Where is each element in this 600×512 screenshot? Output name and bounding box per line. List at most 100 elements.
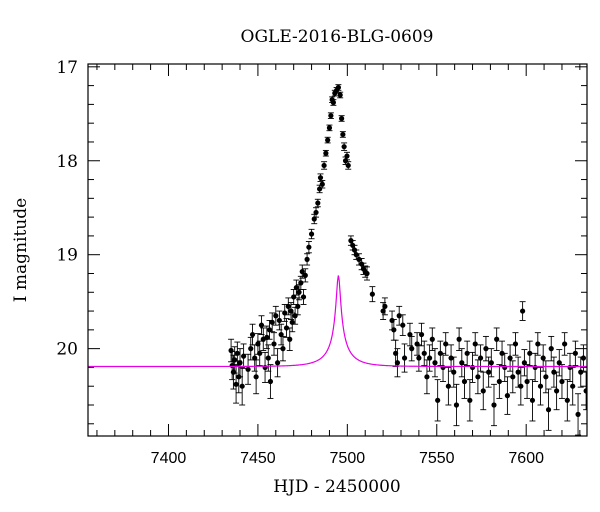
data-point	[232, 357, 238, 363]
y-axis-label: I magnitude	[11, 198, 31, 302]
data-point	[483, 346, 489, 352]
data-point	[518, 383, 524, 389]
data-points	[228, 84, 587, 436]
data-point	[341, 144, 347, 150]
data-point	[245, 366, 251, 372]
data-point	[464, 350, 470, 356]
data-point	[480, 388, 486, 394]
data-point	[393, 350, 399, 356]
data-point	[237, 360, 243, 366]
data-point	[302, 272, 308, 278]
data-point	[241, 353, 247, 359]
data-point	[535, 341, 541, 347]
data-point	[382, 303, 388, 309]
y-tick-label: 18	[56, 152, 78, 172]
data-point	[282, 310, 288, 316]
data-point	[321, 162, 327, 169]
x-axis-label: HJD - 2450000	[273, 477, 401, 497]
data-point	[345, 162, 351, 169]
data-point	[540, 355, 546, 361]
data-point	[353, 252, 359, 258]
data-point	[496, 378, 502, 385]
data-point	[304, 256, 310, 262]
data-point	[570, 383, 576, 389]
data-point	[274, 360, 281, 366]
data-point	[369, 291, 375, 297]
data-point	[507, 355, 513, 361]
data-point	[340, 131, 346, 138]
data-point	[230, 369, 237, 375]
data-point	[469, 364, 476, 371]
data-point	[306, 244, 312, 250]
data-point	[545, 407, 552, 413]
data-point	[524, 378, 530, 385]
data-point	[543, 374, 549, 380]
data-point	[296, 289, 302, 295]
data-point	[488, 360, 494, 366]
data-point	[396, 313, 402, 319]
data-point	[308, 231, 315, 237]
data-point	[477, 355, 484, 361]
data-point	[512, 341, 519, 347]
data-point	[328, 113, 334, 119]
data-point	[264, 334, 270, 340]
data-point	[262, 364, 268, 371]
data-point	[504, 393, 511, 399]
data-point	[429, 336, 435, 342]
data-point	[391, 327, 397, 333]
data-point	[453, 402, 460, 408]
data-point	[315, 200, 321, 206]
data-point	[326, 125, 333, 131]
data-point	[421, 350, 427, 356]
chart-title: OGLE-2016-BLG-0609	[241, 27, 434, 47]
data-point	[564, 397, 570, 403]
data-point	[510, 374, 516, 380]
data-point	[330, 99, 336, 106]
data-point	[248, 346, 254, 352]
data-point	[311, 216, 317, 222]
y-tick-label: 17	[56, 58, 78, 78]
y-tick-label: 20	[56, 340, 78, 360]
data-point	[380, 308, 386, 314]
data-point	[572, 350, 578, 356]
data-point	[527, 350, 533, 356]
data-point	[319, 181, 325, 187]
data-point	[292, 313, 298, 319]
tick-labels: 7400 7450 7500 7550 7600 17 18 19 20	[56, 58, 544, 467]
model-curve	[88, 275, 587, 368]
data-point	[337, 92, 343, 98]
data-point	[562, 341, 568, 347]
data-point	[520, 308, 526, 314]
data-point	[285, 303, 291, 309]
data-point	[407, 331, 413, 338]
data-point	[266, 327, 273, 333]
data-point	[409, 346, 415, 352]
data-point	[580, 355, 587, 361]
data-point	[575, 411, 581, 417]
data-point	[424, 374, 430, 380]
data-point	[427, 355, 433, 361]
data-point	[515, 369, 521, 375]
data-point	[265, 355, 271, 361]
data-point	[278, 331, 284, 338]
data-point	[258, 322, 265, 328]
data-point	[364, 270, 370, 277]
data-point	[287, 336, 293, 342]
data-point	[491, 402, 497, 408]
x-tick-label: 7400	[151, 450, 187, 467]
data-point	[295, 303, 301, 309]
data-point	[400, 322, 406, 328]
data-point	[283, 325, 290, 331]
data-point	[445, 383, 451, 389]
data-point	[255, 341, 261, 347]
data-point	[448, 355, 454, 361]
data-point	[300, 294, 307, 300]
data-point	[529, 397, 536, 403]
data-point	[280, 346, 286, 352]
data-point	[486, 369, 492, 375]
data-point	[475, 374, 481, 380]
data-point	[556, 360, 562, 366]
data-point	[252, 355, 258, 361]
data-point	[228, 347, 234, 354]
